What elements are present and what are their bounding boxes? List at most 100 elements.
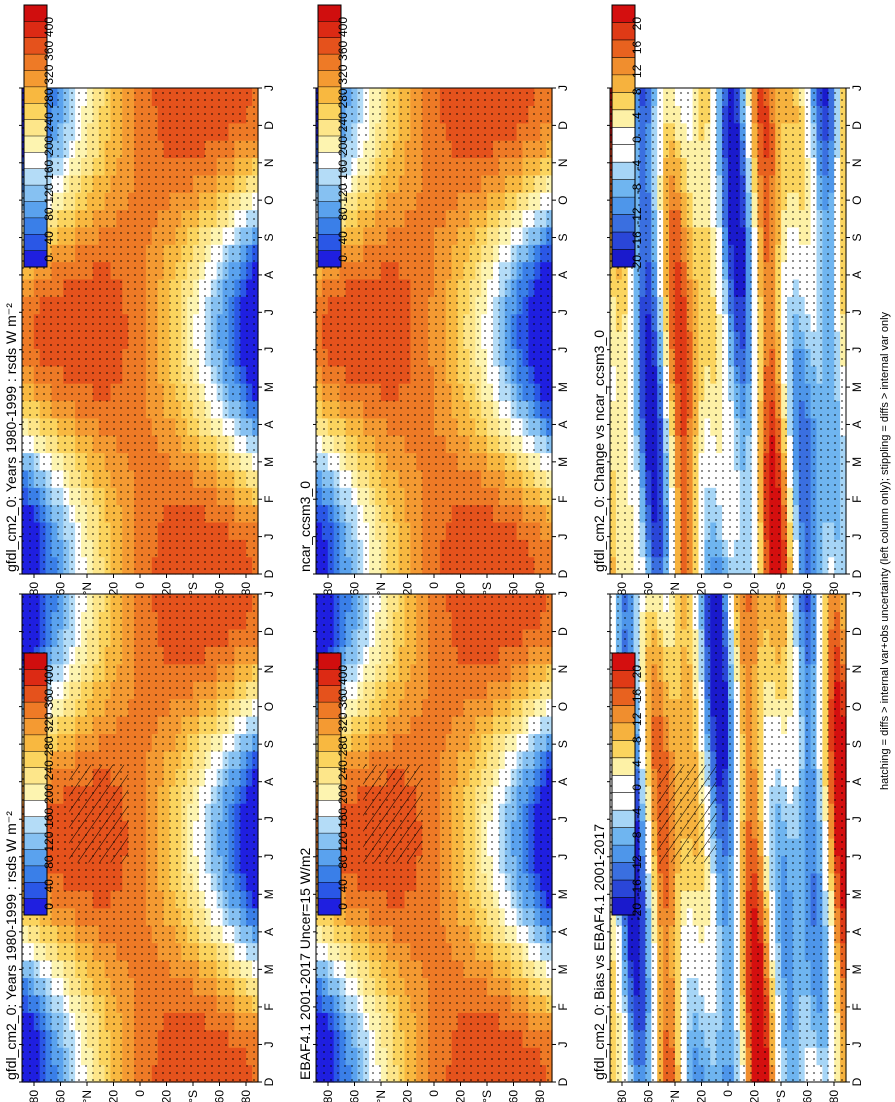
colorbar-swatch <box>24 37 47 55</box>
colorbar-swatch <box>24 669 47 687</box>
colorbar-tick-label: 0 <box>42 255 56 262</box>
colorbar-tick-label: 160 <box>42 159 56 179</box>
month-label: A <box>556 778 570 786</box>
lat-label: 0 <box>133 582 147 589</box>
colorbar-swatch <box>612 722 635 741</box>
colorbar-swatch <box>318 865 341 883</box>
month-label: J <box>556 816 570 822</box>
colorbar-tick-label: 4 <box>630 760 644 767</box>
colorbar-swatch <box>318 800 341 818</box>
lat-label: 80 <box>27 1090 41 1102</box>
lat-label: 20 <box>401 1090 415 1102</box>
colorbar-swatch <box>24 816 47 834</box>
colorbar-tick-label: 240 <box>42 112 56 132</box>
colorbar-tick-label: 0 <box>630 784 644 791</box>
colorbar-swatch <box>24 767 47 785</box>
month-label: J <box>850 591 864 597</box>
colorbar-tick-label: 280 <box>42 736 56 756</box>
colorbar-swatch <box>318 816 341 834</box>
colorbar-swatch <box>24 653 47 670</box>
month-label: A <box>262 778 276 786</box>
colorbar-swatch <box>24 882 47 900</box>
colorbar-tick-label: 200 <box>336 784 350 804</box>
colorbar-swatch <box>24 136 47 153</box>
colorbar-swatch <box>318 767 341 785</box>
month-label: O <box>262 702 276 711</box>
month-label: J <box>262 85 276 91</box>
colorbar-tick-label: 400 <box>336 665 350 685</box>
month-label: J <box>262 591 276 597</box>
colorbar-tick-label: 120 <box>42 831 56 851</box>
colorbar-swatch <box>318 833 341 851</box>
month-label: D <box>850 627 864 636</box>
lat-label: °N <box>374 1090 388 1102</box>
colorbar-tick-label: 80 <box>336 855 350 869</box>
colorbar-swatch <box>24 784 47 801</box>
month-label: A <box>262 271 276 279</box>
colorbar-tick-label: 0 <box>42 903 56 910</box>
lat-label: 60 <box>54 582 68 596</box>
month-label: N <box>556 665 570 674</box>
month-label: M <box>556 889 570 899</box>
colorbar-swatch <box>24 152 47 170</box>
colorbar-tick-label: 80 <box>42 855 56 869</box>
colorbar-swatch <box>612 670 635 689</box>
month-label: J <box>262 347 276 353</box>
panel-title: EBAF4.1 2001-2017 Uncer=15 W/m2 <box>297 847 313 1080</box>
colorbar-swatch <box>612 740 635 759</box>
lat-label: 80 <box>615 1090 629 1102</box>
colorbar-tick-label: 360 <box>42 688 56 708</box>
colorbar-tick-label: 40 <box>42 231 56 245</box>
colorbar-frame <box>23 4 48 268</box>
month-label: M <box>262 382 276 392</box>
colorbar-swatch <box>612 687 635 706</box>
lat-label: °N <box>668 1090 682 1102</box>
colorbar-swatch <box>318 784 341 801</box>
month-label: A <box>850 928 864 936</box>
colorbar-tick-label: 16 <box>630 688 644 702</box>
month-label: J <box>556 854 570 860</box>
colorbar-tick-label: 200 <box>42 136 56 156</box>
month-label: J <box>556 591 570 597</box>
colorbar-swatch <box>24 898 47 916</box>
lat-label: 60 <box>801 1090 815 1102</box>
colorbar-swatch <box>318 849 341 867</box>
lat-label: 80 <box>239 582 253 596</box>
month-label: F <box>556 1003 570 1010</box>
colorbar-swatch <box>24 5 47 22</box>
month-label: J <box>262 1041 276 1047</box>
colorbar-tick-label: 160 <box>42 807 56 827</box>
colorbar-swatch <box>24 119 47 137</box>
colorbar-swatch <box>24 800 47 818</box>
month-label: M <box>850 889 864 899</box>
colorbar-swatch <box>612 705 635 724</box>
colorbar-tick-label: 200 <box>42 784 56 804</box>
colorbar-swatch <box>24 217 47 235</box>
month-label: S <box>556 740 570 748</box>
colorbar-swatch <box>24 833 47 851</box>
colorbar-tick-label: 8 <box>630 736 644 743</box>
colorbar-swatch <box>24 865 47 883</box>
lat-label: 60 <box>213 582 227 596</box>
colorbar-tick-label: 40 <box>336 879 350 893</box>
lat-label: 20 <box>107 1090 121 1102</box>
hatching-overlay <box>69 764 129 863</box>
colorbar-tick-label: 240 <box>336 760 350 780</box>
colorbar-swatch <box>318 685 341 703</box>
colorbar-tick-label: 400 <box>42 17 56 37</box>
month-label: A <box>850 778 864 786</box>
colorbar-tick-label: -4 <box>630 807 644 818</box>
month-label: A <box>262 928 276 936</box>
lat-label: 20 <box>107 582 121 596</box>
colorbar-swatch <box>612 810 635 829</box>
colorbar-tick-label: 320 <box>42 712 56 732</box>
lat-label: °S <box>186 582 200 595</box>
lat-label: 20 <box>748 1090 762 1102</box>
month-label: M <box>262 889 276 899</box>
panel-title: gfdl_cm2_0: Bias vs EBAF4.1 2001-2017 <box>591 824 607 1080</box>
colorbar-tick-label: 360 <box>336 688 350 708</box>
colorbar-swatch <box>318 718 341 736</box>
colorbar-swatch <box>24 685 47 703</box>
colorbar-swatch <box>24 702 47 720</box>
